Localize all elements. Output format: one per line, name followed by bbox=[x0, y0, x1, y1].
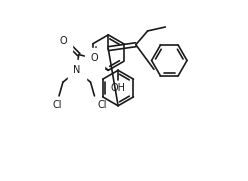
Text: OH: OH bbox=[111, 83, 125, 93]
Text: Cl: Cl bbox=[52, 100, 62, 110]
Text: O: O bbox=[59, 36, 67, 46]
Text: O: O bbox=[91, 54, 98, 64]
Text: Cl: Cl bbox=[97, 100, 107, 110]
Text: N: N bbox=[73, 65, 80, 75]
